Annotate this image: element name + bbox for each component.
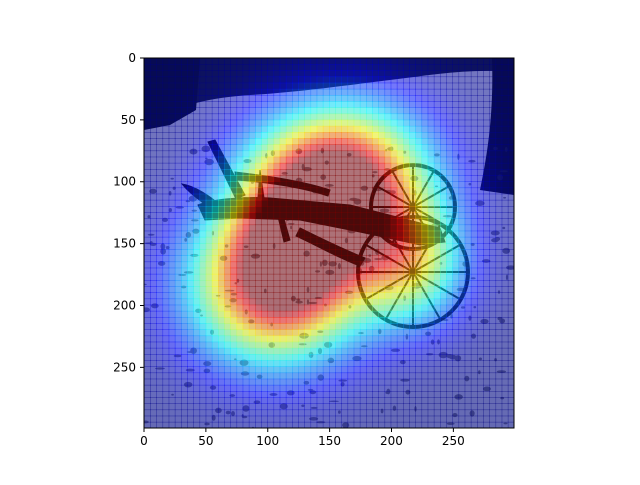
plot-area bbox=[144, 58, 514, 428]
x-tick-label: 150 bbox=[318, 434, 341, 448]
plot-frame bbox=[143, 57, 515, 429]
y-tick-label: 150 bbox=[113, 237, 136, 251]
y-tick-label: 200 bbox=[113, 298, 136, 312]
x-tick-label: 50 bbox=[198, 434, 213, 448]
x-tick-label: 0 bbox=[140, 434, 148, 448]
heatmap-overlay bbox=[144, 58, 514, 428]
y-tick-label: 250 bbox=[113, 360, 136, 374]
x-axis: 0 50 100 150 200 250 bbox=[140, 428, 465, 448]
y-tick-label: 50 bbox=[121, 113, 136, 127]
x-tick-label: 250 bbox=[442, 434, 465, 448]
x-tick-label: 200 bbox=[380, 434, 403, 448]
y-axis: 0 50 100 150 200 250 bbox=[113, 51, 144, 374]
y-tick-label: 100 bbox=[113, 175, 136, 189]
x-tick-label: 100 bbox=[256, 434, 279, 448]
y-tick-label: 0 bbox=[128, 51, 136, 65]
